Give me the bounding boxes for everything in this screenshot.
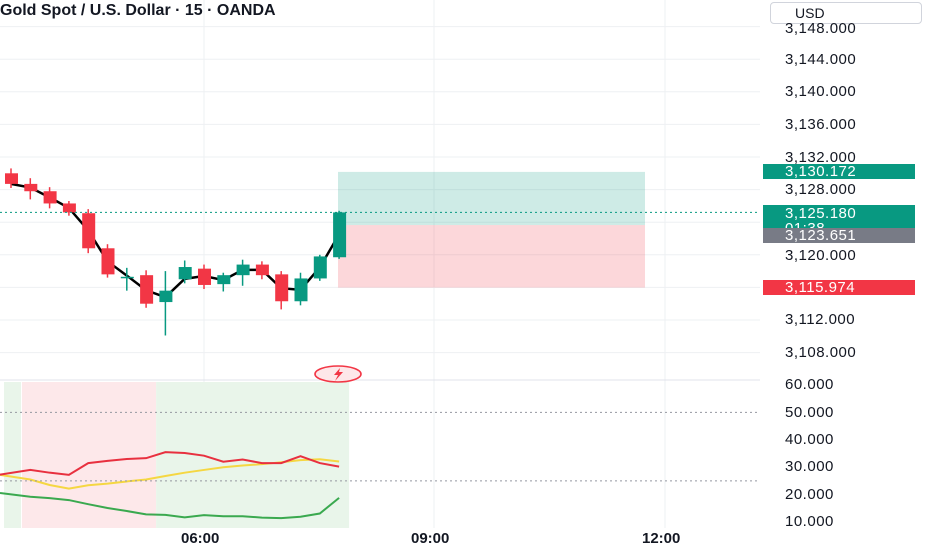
indicator-axis-label: 30.000 [785, 458, 834, 475]
candle-body [101, 248, 115, 275]
candle-body [236, 264, 250, 276]
flash-event-icon[interactable] [314, 365, 362, 383]
indicator-line-green [0, 491, 340, 520]
candle-body [294, 278, 308, 302]
time-axis-label: 06:00 [181, 530, 220, 547]
profit-zone[interactable] [338, 171, 645, 226]
target-price-tag[interactable]: 3,130.172 [763, 164, 915, 179]
time-axis-label: 12:00 [642, 530, 681, 547]
loss-zone[interactable] [338, 225, 645, 288]
candle-body [43, 191, 57, 204]
candle-body [140, 275, 154, 304]
indicator-zone [22, 382, 157, 528]
indicator-axis-label: 60.000 [785, 376, 834, 393]
price-axis-label: 3,136.000 [785, 116, 857, 133]
candle-body [178, 267, 192, 280]
price-axis-label: 3,112.000 [785, 311, 856, 328]
price-axis-label: 3,140.000 [785, 83, 857, 100]
time-axis-label: 09:00 [411, 530, 450, 547]
price-axis-label: 3,132.000 [785, 149, 857, 166]
price-axis-label: 3,120.000 [785, 247, 857, 264]
candle-body [313, 256, 327, 279]
indicator-axis-label: 20.000 [785, 486, 834, 503]
moving-average-lines [10, 182, 341, 299]
indicator-zone [4, 382, 21, 528]
candle-body [217, 275, 231, 285]
candle-body [333, 212, 347, 258]
indicator-zone [156, 382, 350, 528]
stop-price-tag[interactable]: 3,115.974 [763, 280, 915, 295]
candle-body [198, 268, 211, 285]
moving-average-black [10, 182, 341, 299]
indicator-axis-label: 50.000 [785, 404, 834, 421]
current-price-value: 3,125.180 [785, 205, 857, 222]
candle-body [255, 264, 269, 276]
price-gridlines [0, 26, 760, 354]
indicator-axis-label: 40.000 [785, 431, 834, 448]
entry-price-value: 3,123.651 [785, 227, 857, 244]
stop-price-value: 3,115.974 [785, 279, 856, 296]
candle-body [24, 183, 38, 192]
price-axis-label: 3,128.000 [785, 181, 857, 198]
candle-body [5, 173, 18, 184]
candle-body [275, 274, 289, 302]
long-position-tool[interactable] [338, 171, 645, 288]
candle-body [62, 203, 76, 213]
moving-average-yellow [10, 183, 340, 299]
indicator-line-red [0, 451, 340, 476]
target-price-value: 3,130.172 [785, 163, 857, 180]
indicator-lines [0, 451, 340, 520]
price-axis-label: 3,108.000 [785, 344, 857, 361]
symbol-title[interactable]: Gold Spot / U.S. Dollar · 15 · OANDA [0, 2, 276, 19]
entry-price-tag[interactable]: 3,123.651 [763, 228, 915, 243]
currency-button[interactable]: USD [770, 2, 922, 24]
price-axis-label: 3,148.000 [785, 20, 857, 37]
candle-body [120, 276, 134, 279]
indicator-zones [4, 382, 350, 528]
candlestick-series [5, 168, 347, 336]
indicator-axis-label: 10.000 [785, 513, 834, 530]
candle-body [82, 213, 96, 249]
candle-body [159, 290, 173, 303]
price-axis-label: 3,144.000 [785, 51, 857, 68]
